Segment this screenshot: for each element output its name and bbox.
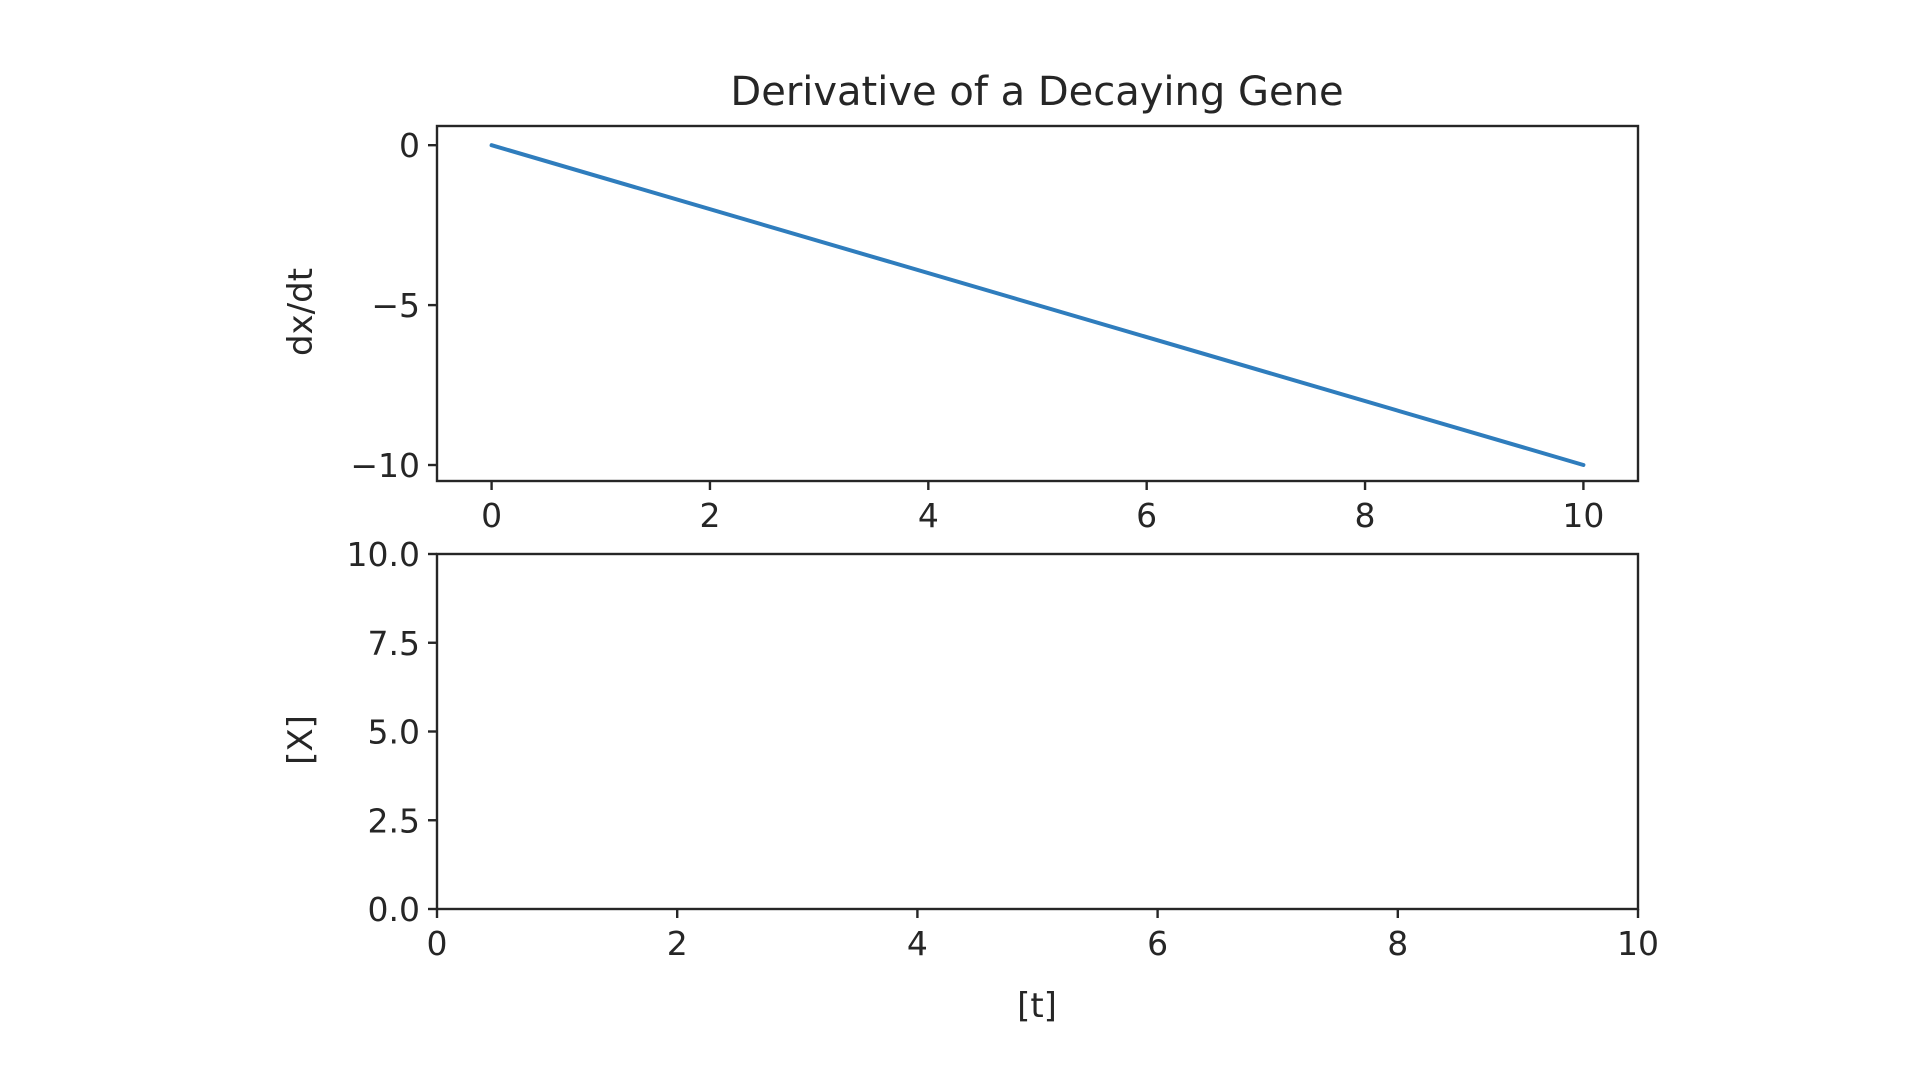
- bottom-y-tick-label: 5.0: [368, 713, 420, 752]
- bottom-ticks: 0 2 4 6 8 10 0.0 2.5 5.0 7.5 10.0: [347, 535, 1659, 963]
- y-axis-label-bottom: [X]: [281, 715, 321, 765]
- top-x-tick-label: 6: [1136, 496, 1157, 535]
- top-y-tick-label: 0: [399, 126, 420, 165]
- x-axis-label-bottom: [t]: [1017, 986, 1057, 1026]
- top-axes-frame: [435, 124, 1640, 483]
- top-x-tick-label: 10: [1562, 496, 1604, 535]
- bottom-axes-frame: [435, 552, 1640, 911]
- top-x-tick-label: 0: [481, 496, 502, 535]
- bottom-y-tick-label: 0.0: [368, 890, 420, 929]
- top-plot-area: [489, 143, 1586, 467]
- series-line-0: [489, 143, 1586, 467]
- chart-title: Derivative of a Decaying Gene: [730, 69, 1343, 115]
- top-x-tick-label: 2: [699, 496, 720, 535]
- bottom-y-tick-label: 2.5: [368, 801, 420, 840]
- top-y-tick-label: −10: [350, 446, 420, 485]
- top-x-tick-label: 4: [918, 496, 939, 535]
- top-ticks: 0 2 4 6 8 10 0 −5 −10: [350, 126, 1604, 535]
- bottom-y-tick-label: 10.0: [347, 535, 420, 574]
- y-axis-label-top: dx/dt: [281, 268, 321, 356]
- top-x-tick-label: 8: [1355, 496, 1376, 535]
- bottom-x-tick-label: 8: [1387, 924, 1408, 963]
- derivative-subplot: Derivative of a Decaying Gene dx/dt 0 2 4 6…: [281, 69, 1640, 535]
- concentration-subplot: [t] [X] 0 2 4 6 8 10 0.0 2.5 5.0 7.5 10.0: [281, 535, 1659, 1026]
- bottom-x-tick-label: 4: [907, 924, 928, 963]
- top-y-tick-label: −5: [371, 286, 420, 325]
- bottom-x-tick-label: 2: [667, 924, 688, 963]
- bottom-y-tick-label: 7.5: [368, 624, 420, 663]
- bottom-x-tick-label: 6: [1147, 924, 1168, 963]
- bottom-x-tick-label: 0: [427, 924, 448, 963]
- bottom-x-tick-label: 10: [1617, 924, 1659, 963]
